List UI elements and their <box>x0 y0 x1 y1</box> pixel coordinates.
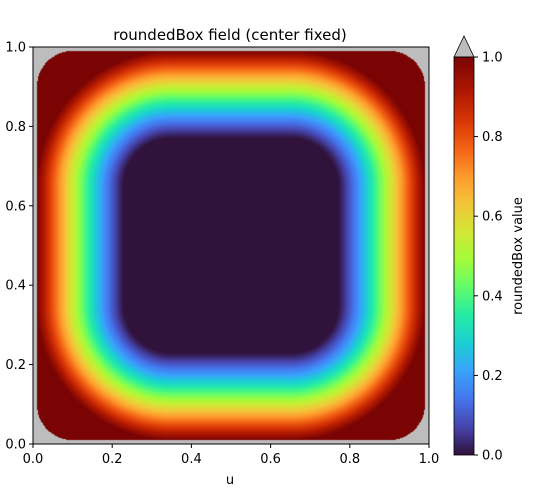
heatmap-field <box>33 47 429 444</box>
colorbar-tick-label: 0.0 <box>482 449 503 464</box>
plot-area <box>32 46 430 445</box>
x-tick-label: 1.0 <box>419 452 440 467</box>
y-tick-label: 0.0 <box>5 438 26 453</box>
colorbar-tick-label: 0.2 <box>482 369 503 384</box>
y-tick-label: 0.2 <box>5 358 26 373</box>
colorbar-tick-label: 1.0 <box>482 51 503 66</box>
x-tick-label: 0.4 <box>181 452 202 467</box>
colorbar: 0.0 0.2 0.4 0.6 0.8 1.0 <box>453 35 503 464</box>
y-tick-label: 0.6 <box>5 199 26 214</box>
colorbar-gradient <box>454 57 474 455</box>
y-tick-label: 0.8 <box>5 120 26 135</box>
x-tick-label: 0.8 <box>339 452 360 467</box>
x-axis-label: u <box>226 473 234 488</box>
chart-title: roundedBox field (center fixed) <box>113 26 346 44</box>
axes-layer: 0.0 0.2 0.4 0.6 0.8 1.0 0.0 0.2 0.4 0.6 0.8 1.0 <box>5 41 439 468</box>
x-tick-label: 0.2 <box>102 452 123 467</box>
colorbar-tick-label: 0.4 <box>482 289 503 304</box>
plot-frame <box>32 46 430 445</box>
x-tick-label: 0.6 <box>260 452 281 467</box>
colorbar-extend-triangle <box>453 35 475 58</box>
colorbar-tick-label: 0.8 <box>482 130 503 145</box>
x-tick-label: 0.0 <box>23 452 44 467</box>
colorbar-label: roundedBox value <box>511 197 526 315</box>
y-tick-label: 1.0 <box>5 41 26 56</box>
y-tick-label: 0.4 <box>5 279 26 294</box>
colorbar-tick-label: 0.6 <box>482 210 503 225</box>
colorbar-frame <box>453 56 475 456</box>
